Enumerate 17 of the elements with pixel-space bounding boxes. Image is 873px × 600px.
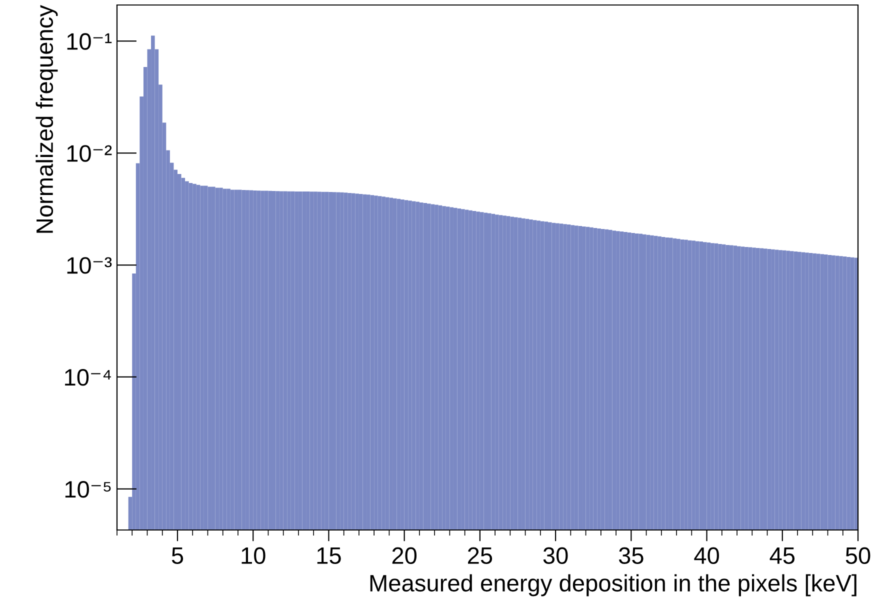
y-tick-label: 10⁻⁵ — [65, 481, 111, 498]
x-tick-label: 20 — [392, 547, 417, 564]
y-tick-label: 10⁻³ — [67, 257, 112, 274]
x-tick-label: 15 — [317, 548, 341, 564]
x-tick-label: 25 — [468, 547, 492, 564]
y-tick-label: 10⁻¹ — [67, 33, 112, 50]
x-tick-label: 10 — [242, 547, 266, 564]
x-tick-label: 35 — [618, 547, 644, 564]
y-tick-label: 10⁻⁴ — [65, 369, 111, 386]
x-tick-label: 5 — [172, 548, 184, 564]
x-tick-label: 30 — [543, 547, 568, 564]
x-tick-label: 45 — [770, 548, 795, 564]
x-tick-label: 40 — [694, 547, 719, 564]
y-axis-title: Normalized frequency — [36, 5, 58, 233]
x-tick-label: 50 — [846, 547, 870, 564]
y-tick-label: 10⁻² — [67, 145, 112, 162]
x-axis-title: Measured energy deposition in the pixels [keV] — [370, 574, 856, 596]
